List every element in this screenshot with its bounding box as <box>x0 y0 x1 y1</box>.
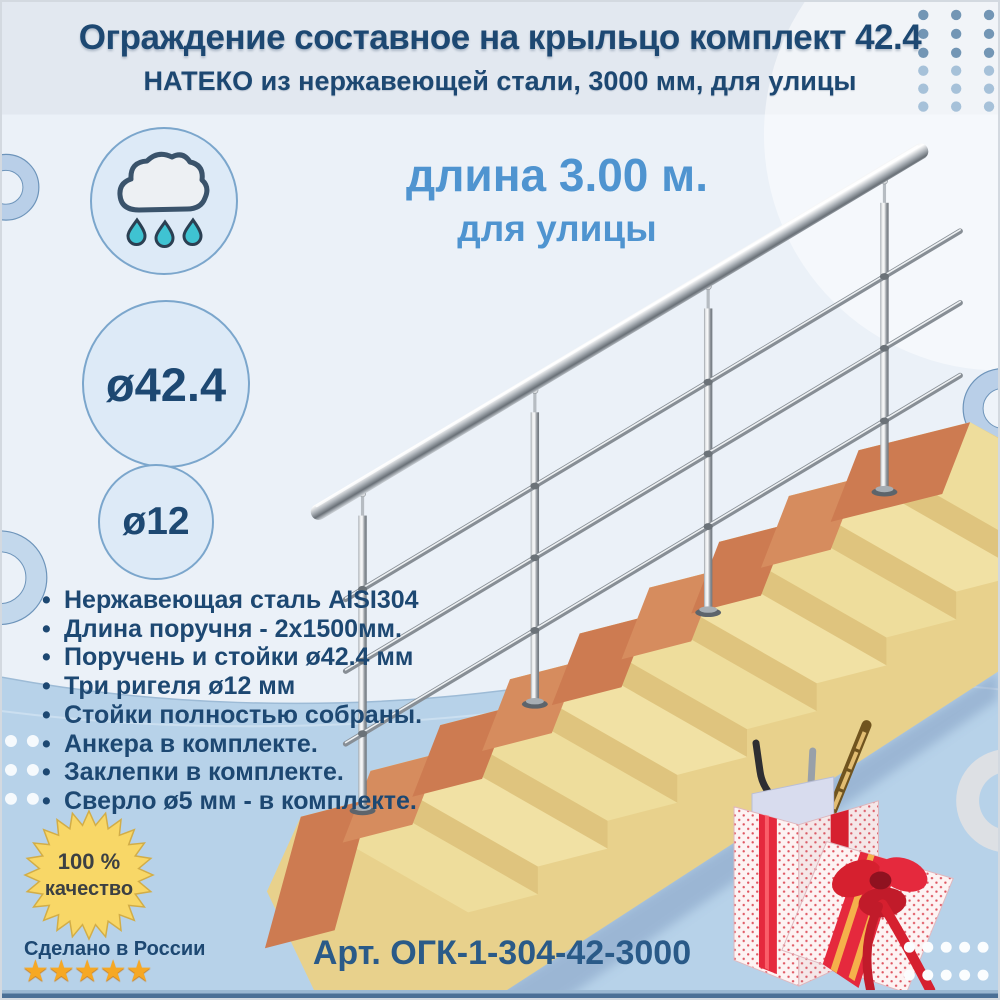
feature-item: Три ригеля ø12 мм <box>42 672 452 701</box>
gift-bow-icon <box>832 857 936 996</box>
weather-resistance-badge <box>90 127 238 275</box>
quality-badge: 100 % качество <box>22 808 156 942</box>
feature-item: Анкера в комплекте. <box>42 730 452 759</box>
feature-item: Стойки полностью собраны. <box>42 701 452 730</box>
page-subtitle: НАТЕКО из нержавеющей стали, 3000 мм, дл… <box>143 66 857 96</box>
features-list: Нержавеющая сталь AISI304Длина поручня -… <box>42 586 452 816</box>
dot-decoration-bottom-right <box>903 941 989 981</box>
quality-badge-line2: качество <box>44 878 134 900</box>
feature-item: Нержавеющая сталь AISI304 <box>42 586 452 615</box>
rain-cloud-icon <box>117 151 210 248</box>
sku-line: Арт. ОГК-1-304-42-3000 <box>312 934 692 972</box>
feature-item: Поручень и стойки ø42.4 мм <box>42 643 452 672</box>
feature-item: Длина поручня - 2x1500мм. <box>42 615 452 644</box>
feature-item: Сверло ø5 мм - в комплекте. <box>42 787 452 816</box>
crossbar-diameter-value: ø12 <box>122 500 190 543</box>
five-stars-rating: ★★★★★ <box>22 954 152 989</box>
starburst-icon <box>23 809 155 941</box>
gift-lid <box>781 841 954 996</box>
crossbar-diameter-badge: ø12 <box>98 464 214 580</box>
hero-length-text: длина 3.00 м. <box>406 149 708 201</box>
rain-drops-icon <box>126 217 203 248</box>
feature-item: Заклепки в комплекте. <box>42 758 452 787</box>
ring-decoration-bottom-right <box>956 749 998 852</box>
made-in-label: Сделано в России <box>24 938 206 960</box>
dot-grid-top-right <box>918 9 995 112</box>
handrail-diameter-badge: ø42.4 <box>82 300 250 468</box>
background-circle <box>764 2 998 371</box>
ring-decoration-left <box>2 530 48 626</box>
quality-badge-line1: 100 % <box>57 849 121 874</box>
handrail-diameter-value: ø42.4 <box>105 357 227 411</box>
gift-box <box>733 720 954 996</box>
page-title: Ограждение составное на крыльцо комплект… <box>78 18 922 57</box>
staircase <box>264 422 998 998</box>
ring-decoration-top-left <box>2 153 40 221</box>
dot-decoration-left <box>4 735 39 805</box>
hero-usage-text: для улицы <box>457 208 657 249</box>
